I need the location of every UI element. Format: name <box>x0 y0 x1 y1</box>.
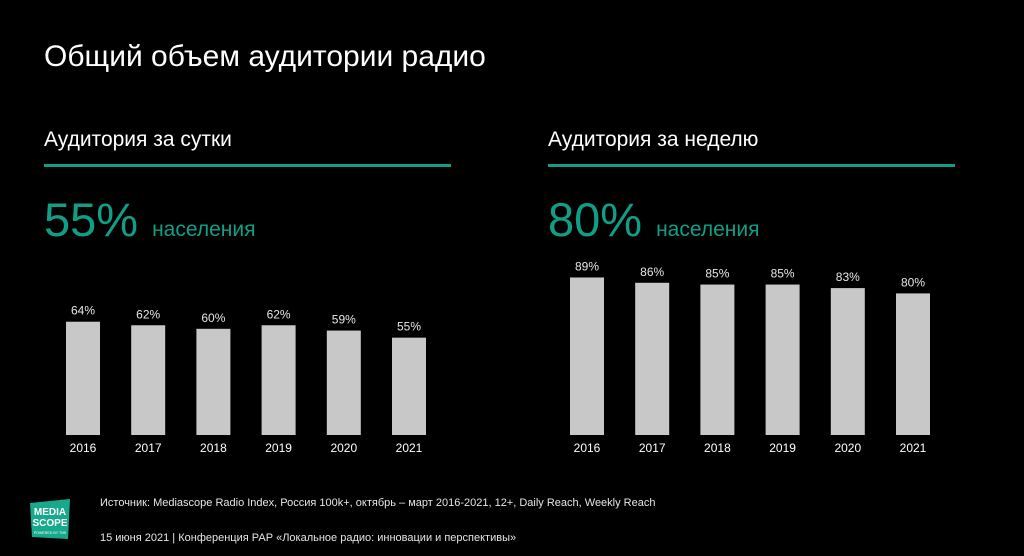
value-label-2021: 80% <box>901 275 925 289</box>
logo-tagline: POWERED BY TNS <box>34 531 67 535</box>
weekly-kpi-unit: населения <box>656 218 760 241</box>
logo-background-shape <box>30 499 70 539</box>
logo-line1: MEDIA <box>34 507 66 518</box>
weekly-kpi: 80% населения <box>548 192 759 247</box>
bar-2018 <box>196 328 231 435</box>
daily-kpi: 55% населения <box>44 192 255 247</box>
category-label-2017: 2017 <box>135 441 162 455</box>
value-label-2019: 62% <box>267 307 291 321</box>
value-label-2016: 89% <box>575 259 599 273</box>
mediascope-logo: MEDIA SCOPE POWERED BY TNS <box>30 499 70 539</box>
bar-2021 <box>392 337 426 435</box>
value-label-2018: 85% <box>705 267 729 281</box>
bar-2019 <box>261 325 296 435</box>
category-label-2017: 2017 <box>639 441 666 455</box>
weekly-bar-chart: 89% 2016 86% 2017 85% 2018 85% 2019 83% 2020 80% 20… <box>570 259 930 455</box>
daily-kpi-unit: населения <box>152 218 256 241</box>
logo-line2: SCOPE <box>32 518 67 529</box>
daily-kpi-value: 55% <box>44 193 139 246</box>
category-label-2018: 2018 <box>200 441 227 455</box>
bar-2020 <box>830 288 865 435</box>
category-label-2018: 2018 <box>704 441 731 455</box>
value-label-2019: 85% <box>771 267 795 281</box>
daily-section-title: Аудитория за сутки <box>44 128 232 151</box>
value-label-2020: 83% <box>836 270 860 284</box>
date-event-note: 15 июня 2021 | Конференция РАР «Локально… <box>100 532 517 544</box>
bar-2021 <box>896 293 930 435</box>
daily-rule <box>44 164 451 167</box>
category-label-2020: 2020 <box>330 441 357 455</box>
category-label-2016: 2016 <box>70 441 97 455</box>
category-label-2020: 2020 <box>834 441 861 455</box>
weekly-section-title: Аудитория за неделю <box>548 128 759 151</box>
value-label-2017: 62% <box>136 307 160 321</box>
bar-2017 <box>635 282 670 435</box>
source-note: Источник: Mediascope Radio Index, Россия… <box>100 497 656 509</box>
category-label-2019: 2019 <box>769 441 796 455</box>
value-label-2018: 60% <box>201 311 225 325</box>
daily-bar-chart: 64% 2016 62% 2017 60% 2018 62% 2019 59% 2020 55% 20… <box>66 304 426 455</box>
category-label-2021: 2021 <box>900 441 927 455</box>
category-label-2019: 2019 <box>265 441 292 455</box>
page-title: Общий объем аудитории радио <box>44 40 486 73</box>
value-label-2016: 64% <box>71 304 95 318</box>
category-label-2021: 2021 <box>396 441 423 455</box>
bar-2019 <box>765 284 800 435</box>
weekly-rule <box>548 164 955 167</box>
bar-2016 <box>570 277 604 435</box>
value-label-2021: 55% <box>397 320 421 334</box>
value-label-2020: 59% <box>332 313 356 327</box>
bar-2017 <box>131 325 166 435</box>
category-label-2016: 2016 <box>574 441 601 455</box>
value-label-2017: 86% <box>640 265 664 279</box>
bar-2018 <box>700 284 735 435</box>
weekly-kpi-value: 80% <box>548 193 643 246</box>
bar-2020 <box>326 330 361 435</box>
bar-2016 <box>66 321 100 435</box>
